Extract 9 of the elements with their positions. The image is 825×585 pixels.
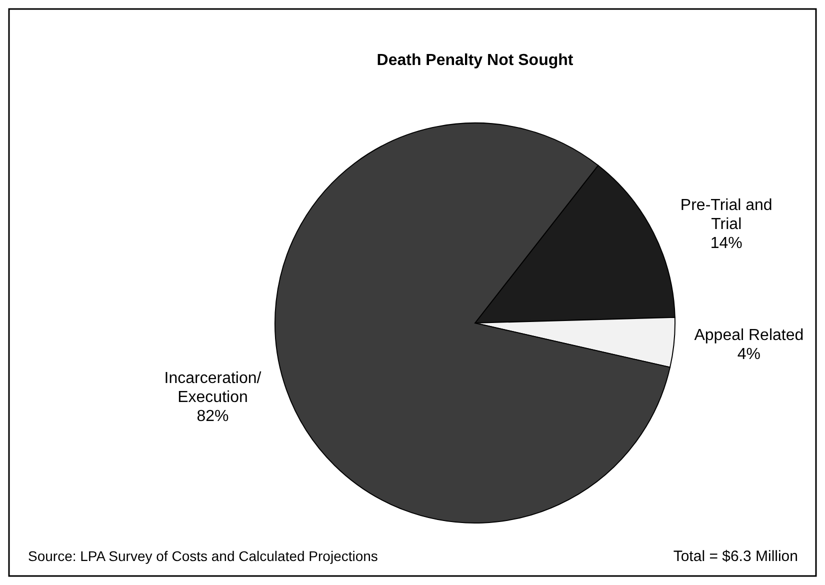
data-label: 82%: [196, 408, 229, 425]
data-label: 4%: [737, 346, 761, 363]
slice-label: Appeal Related: [694, 326, 804, 344]
slice-label: Pre-Trial and Trial: [680, 196, 772, 233]
slice-label: Incarceration/Execution: [164, 370, 262, 406]
data-label: 14%: [710, 234, 742, 252]
text: Total = $6.3 Million: [673, 548, 798, 565]
chart-title: Death Penalty Not Sought: [376, 52, 574, 69]
source-note: Source: LPA Survey of Costs and Calculated Projections: [28, 548, 378, 564]
